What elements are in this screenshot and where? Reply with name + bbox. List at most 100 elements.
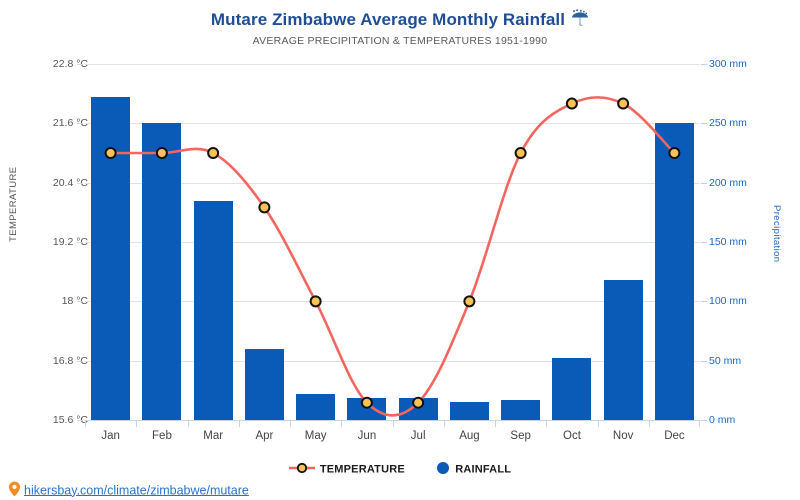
- left-axis-tick-label: 15.6 °C: [52, 414, 88, 426]
- legend-item-temperature[interactable]: TEMPERATURE: [288, 462, 405, 477]
- gridline: [85, 242, 700, 243]
- chart-legend: TEMPERATURE RAINFALL: [0, 461, 800, 478]
- x-axis-tickmark: [597, 420, 599, 427]
- left-axis-tickmark: [77, 242, 83, 243]
- temperature-marker[interactable]: Apr: 19.9 °C: [258, 201, 271, 214]
- right-axis-tickmark: [701, 182, 707, 184]
- x-axis-tickmark: [187, 420, 189, 427]
- x-axis-tickmark: [238, 420, 240, 427]
- umbrella-rain-icon: [571, 9, 589, 32]
- rainfall-bar[interactable]: [142, 123, 182, 420]
- chart-title-area: Mutare Zimbabwe Average Monthly Rainfall: [0, 8, 800, 31]
- temperature-marker[interactable]: Jan: 21 °C: [104, 147, 117, 159]
- rainfall-bar[interactable]: [347, 397, 387, 420]
- gridline: [85, 182, 700, 184]
- temperature-marker[interactable]: Jun: 15.95 °C: [360, 396, 373, 409]
- plot-area: Jan: 21 °C Feb: 21 °C Mar: 21 °C Apr: 19.9 …: [85, 64, 700, 427]
- temperature-marker[interactable]: Jul: 15.95 °C: [412, 396, 425, 409]
- temperature-line-path: [109, 96, 676, 417]
- right-axis-tickmark: [701, 64, 707, 65]
- rainfall-bar[interactable]: [193, 200, 233, 420]
- x-axis-tickmark: [648, 420, 650, 427]
- filled-circle-marker-icon: [436, 461, 450, 478]
- right-axis-tickmark: [701, 360, 707, 362]
- rainfall-bar[interactable]: [449, 402, 489, 420]
- temperature-line: Jan: 21 °C Feb: 21 °C Mar: 21 °C Apr: 19.9 …: [104, 96, 681, 417]
- source-link[interactable]: hikersbay.com/climate/zimbabwe/mutare: [8, 481, 249, 500]
- legend-label-temperature: TEMPERATURE: [319, 463, 405, 476]
- left-axis-tickmark: [77, 420, 83, 421]
- x-axis-tick-label: Mar: [203, 430, 224, 442]
- temperature-marker[interactable]: Sep: 21 °C: [514, 147, 527, 159]
- right-axis-tickmark: [701, 123, 707, 125]
- x-axis-tick-label: Dec: [664, 430, 685, 442]
- left-axis-tickmark: [77, 64, 83, 65]
- right-axis-tick-label: 200 mm: [709, 176, 747, 189]
- x-axis-tick-label: Jun: [357, 430, 377, 442]
- x-axis-tick-label: Nov: [612, 430, 634, 442]
- x-axis-tick-label: May: [304, 430, 327, 442]
- x-axis-tickmark: [546, 420, 548, 427]
- temperature-marker[interactable]: Aug: 18 °C: [463, 295, 476, 308]
- x-axis-tick-label: Apr: [255, 430, 274, 442]
- left-axis-tick-label: 16.8 °C: [52, 354, 88, 367]
- page-title: Mutare Zimbabwe Average Monthly Rainfall: [210, 9, 566, 29]
- gridline: [85, 64, 700, 65]
- temperature-marker[interactable]: Feb: 21 °C: [155, 147, 168, 159]
- x-axis-tickmark: [699, 420, 700, 427]
- x-axis-tickmark: [341, 420, 343, 427]
- x-axis-tickmark: [290, 420, 291, 427]
- left-axis-tick-label: 22.8 °C: [52, 58, 88, 70]
- left-axis-tickmark: [77, 301, 83, 303]
- temperature-marker[interactable]: Dec: 21 °C: [668, 147, 681, 159]
- rainfall-bar[interactable]: [244, 348, 284, 420]
- right-axis-tickmark: [701, 242, 707, 243]
- right-axis-tick-label: 250 mm: [709, 117, 747, 130]
- right-axis-tickmark: [701, 420, 707, 421]
- temperature-marker[interactable]: Oct: 22 °C: [565, 97, 578, 110]
- gridline: [85, 123, 700, 125]
- temperature-marker[interactable]: Nov: 22 °C: [617, 97, 630, 110]
- source-url: hikersbay.com/climate/zimbabwe/mutare: [24, 483, 249, 498]
- left-axis-tick-label: 20.4 °C: [52, 176, 88, 189]
- left-axis-tick-label: 19.2 °C: [52, 236, 88, 248]
- rainfall-bar[interactable]: [296, 393, 336, 420]
- chart-subtitle: AVERAGE PRECIPITATION & TEMPERATURES 195…: [252, 35, 548, 47]
- x-axis-tickmark: [495, 420, 496, 427]
- rainfall-bar[interactable]: [654, 123, 694, 420]
- left-axis-tickmark: [77, 182, 83, 184]
- legend-label-rainfall: RAINFALL: [455, 463, 512, 476]
- left-axis-tickmark: [77, 360, 83, 362]
- x-axis-tick-label: Feb: [152, 430, 172, 442]
- x-axis-tick-label: Oct: [563, 430, 581, 442]
- right-axis-tick-label: 100 mm: [709, 295, 747, 308]
- temperature-marker[interactable]: Mar: 21 °C: [207, 147, 220, 159]
- rainfall-bar[interactable]: [603, 280, 643, 420]
- x-axis-tickmark: [443, 420, 445, 427]
- map-pin-icon: [8, 481, 21, 500]
- right-axis-tick-label: 0 mm: [709, 414, 736, 426]
- x-axis-tick-label: Aug: [459, 430, 480, 442]
- x-axis-tickmark: [136, 420, 138, 427]
- legend-item-rainfall[interactable]: RAINFALL: [436, 461, 511, 478]
- right-axis-tick-label: 50 mm: [709, 354, 742, 367]
- x-axis-tick-label: Jan: [101, 430, 120, 442]
- gridline: [85, 301, 700, 303]
- x-axis-tick-label: Jul: [410, 430, 426, 442]
- rainfall-bar[interactable]: [501, 399, 541, 420]
- left-axis-tick-label: 21.6 °C: [52, 117, 88, 130]
- rainfall-bar[interactable]: [398, 397, 438, 420]
- x-axis-tickmark: [392, 420, 394, 427]
- temperature-marker[interactable]: May: 18 °C: [309, 295, 322, 308]
- x-axis-tickmark: [85, 420, 86, 427]
- left-axis-title: TEMPERATURE: [8, 166, 19, 242]
- right-axis-tick-label: 300 mm: [709, 58, 747, 70]
- left-axis-tickmark: [77, 123, 83, 125]
- right-axis-tickmark: [701, 301, 707, 303]
- right-axis-title: Precipitation: [771, 205, 782, 263]
- x-axis-tick-label: Sep: [510, 430, 531, 442]
- rainfall-bar[interactable]: [552, 358, 592, 420]
- line-dot-marker-icon: [288, 462, 315, 477]
- left-axis-tick-label: 18 °C: [61, 295, 88, 308]
